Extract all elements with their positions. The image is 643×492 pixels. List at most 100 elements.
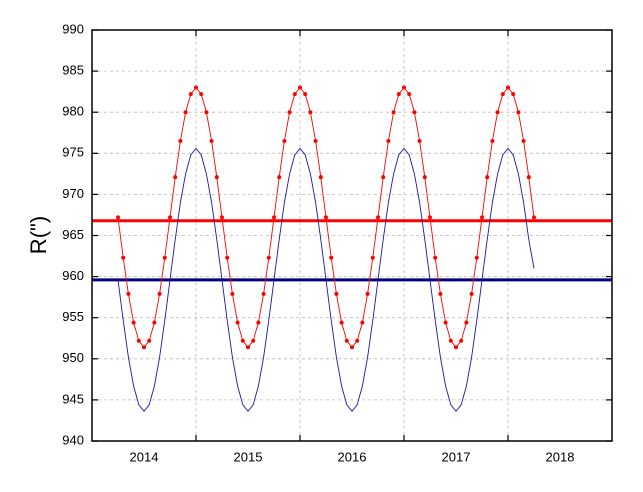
- x-tick-label: 2015: [234, 449, 263, 464]
- data-point: [474, 255, 479, 260]
- data-point: [194, 85, 198, 90]
- data-point: [334, 291, 339, 296]
- data-point: [438, 291, 443, 296]
- data-point: [511, 92, 516, 97]
- data-point: [344, 338, 349, 343]
- data-point: [116, 215, 120, 220]
- data-point: [152, 320, 157, 325]
- data-point: [178, 138, 183, 143]
- data-point: [360, 320, 365, 325]
- data-point: [329, 255, 334, 260]
- data-point: [147, 338, 152, 343]
- series-line: [117, 147, 535, 413]
- data-point: [532, 215, 536, 220]
- y-tick-label: 965: [62, 227, 84, 242]
- data-point: [448, 338, 453, 343]
- data-point: [142, 345, 146, 350]
- data-point: [308, 110, 313, 115]
- data-point: [391, 110, 396, 115]
- data-point: [521, 138, 526, 143]
- data-point: [209, 138, 214, 143]
- data-point: [386, 138, 391, 143]
- data-point: [459, 338, 464, 343]
- data-point: [287, 110, 292, 115]
- data-point: [204, 110, 209, 115]
- data-point: [277, 175, 282, 180]
- x-tick-label: 2018: [546, 449, 575, 464]
- data-point: [318, 175, 323, 180]
- data-point: [422, 175, 427, 180]
- data-point: [339, 320, 344, 325]
- y-tick-label: 975: [62, 145, 84, 160]
- y-tick-label: 950: [62, 350, 84, 365]
- data-point: [131, 320, 136, 325]
- x-tick-label: 2014: [130, 449, 159, 464]
- data-point: [376, 215, 380, 220]
- data-point: [490, 138, 495, 143]
- data-point: [485, 175, 490, 180]
- data-point: [235, 320, 240, 325]
- data-point: [526, 175, 531, 180]
- data-point: [355, 338, 360, 343]
- y-tick-label: 970: [62, 186, 84, 201]
- y-tick-label: 990: [62, 21, 84, 36]
- data-point: [495, 110, 500, 115]
- data-point: [126, 291, 131, 296]
- data-point: [199, 92, 204, 97]
- data-point: [214, 175, 219, 180]
- y-tick-label: 980: [62, 104, 84, 119]
- data-point: [261, 291, 266, 296]
- data-point: [443, 320, 448, 325]
- data-point: [292, 92, 297, 97]
- data-point: [168, 215, 172, 220]
- data-point: [500, 92, 505, 97]
- data-point: [121, 255, 126, 260]
- y-tick-label: 955: [62, 309, 84, 324]
- data-point: [157, 291, 162, 296]
- data-point: [324, 215, 328, 220]
- data-point: [396, 92, 401, 97]
- data-point: [428, 215, 432, 220]
- data-point: [412, 110, 417, 115]
- data-point: [407, 92, 412, 97]
- data-point: [313, 138, 318, 143]
- y-tick-label: 940: [62, 432, 84, 447]
- y-tick-label: 960: [62, 268, 84, 283]
- y-tick-label: 985: [62, 63, 84, 78]
- data-point: [417, 138, 422, 143]
- data-point: [469, 291, 474, 296]
- x-tick-label: 2016: [338, 449, 367, 464]
- data-point: [136, 338, 141, 343]
- data-point: [188, 92, 193, 97]
- data-point: [282, 138, 287, 143]
- data-point: [506, 85, 510, 90]
- data-point: [480, 215, 484, 220]
- data-point: [272, 215, 276, 220]
- data-point: [454, 345, 458, 350]
- data-point: [381, 175, 386, 180]
- plot-frame: [91, 29, 613, 442]
- x-tick-label: 2017: [442, 449, 471, 464]
- data-point: [350, 345, 354, 350]
- data-point: [256, 320, 261, 325]
- data-point: [220, 215, 224, 220]
- y-axis-label: R("): [26, 216, 51, 254]
- data-point: [183, 110, 188, 115]
- data-point: [516, 110, 521, 115]
- data-point: [370, 255, 375, 260]
- data-point: [365, 291, 370, 296]
- data-point: [402, 85, 406, 90]
- data-point: [464, 320, 469, 325]
- data-point: [433, 255, 438, 260]
- y-tick-label: 945: [62, 391, 84, 406]
- data-point: [173, 175, 178, 180]
- data-point: [225, 255, 230, 260]
- data-point: [240, 338, 245, 343]
- data-point: [162, 255, 167, 260]
- data-point: [251, 338, 256, 343]
- data-point: [298, 85, 302, 90]
- data-point: [230, 291, 235, 296]
- data-point: [303, 92, 308, 97]
- data-point: [266, 255, 271, 260]
